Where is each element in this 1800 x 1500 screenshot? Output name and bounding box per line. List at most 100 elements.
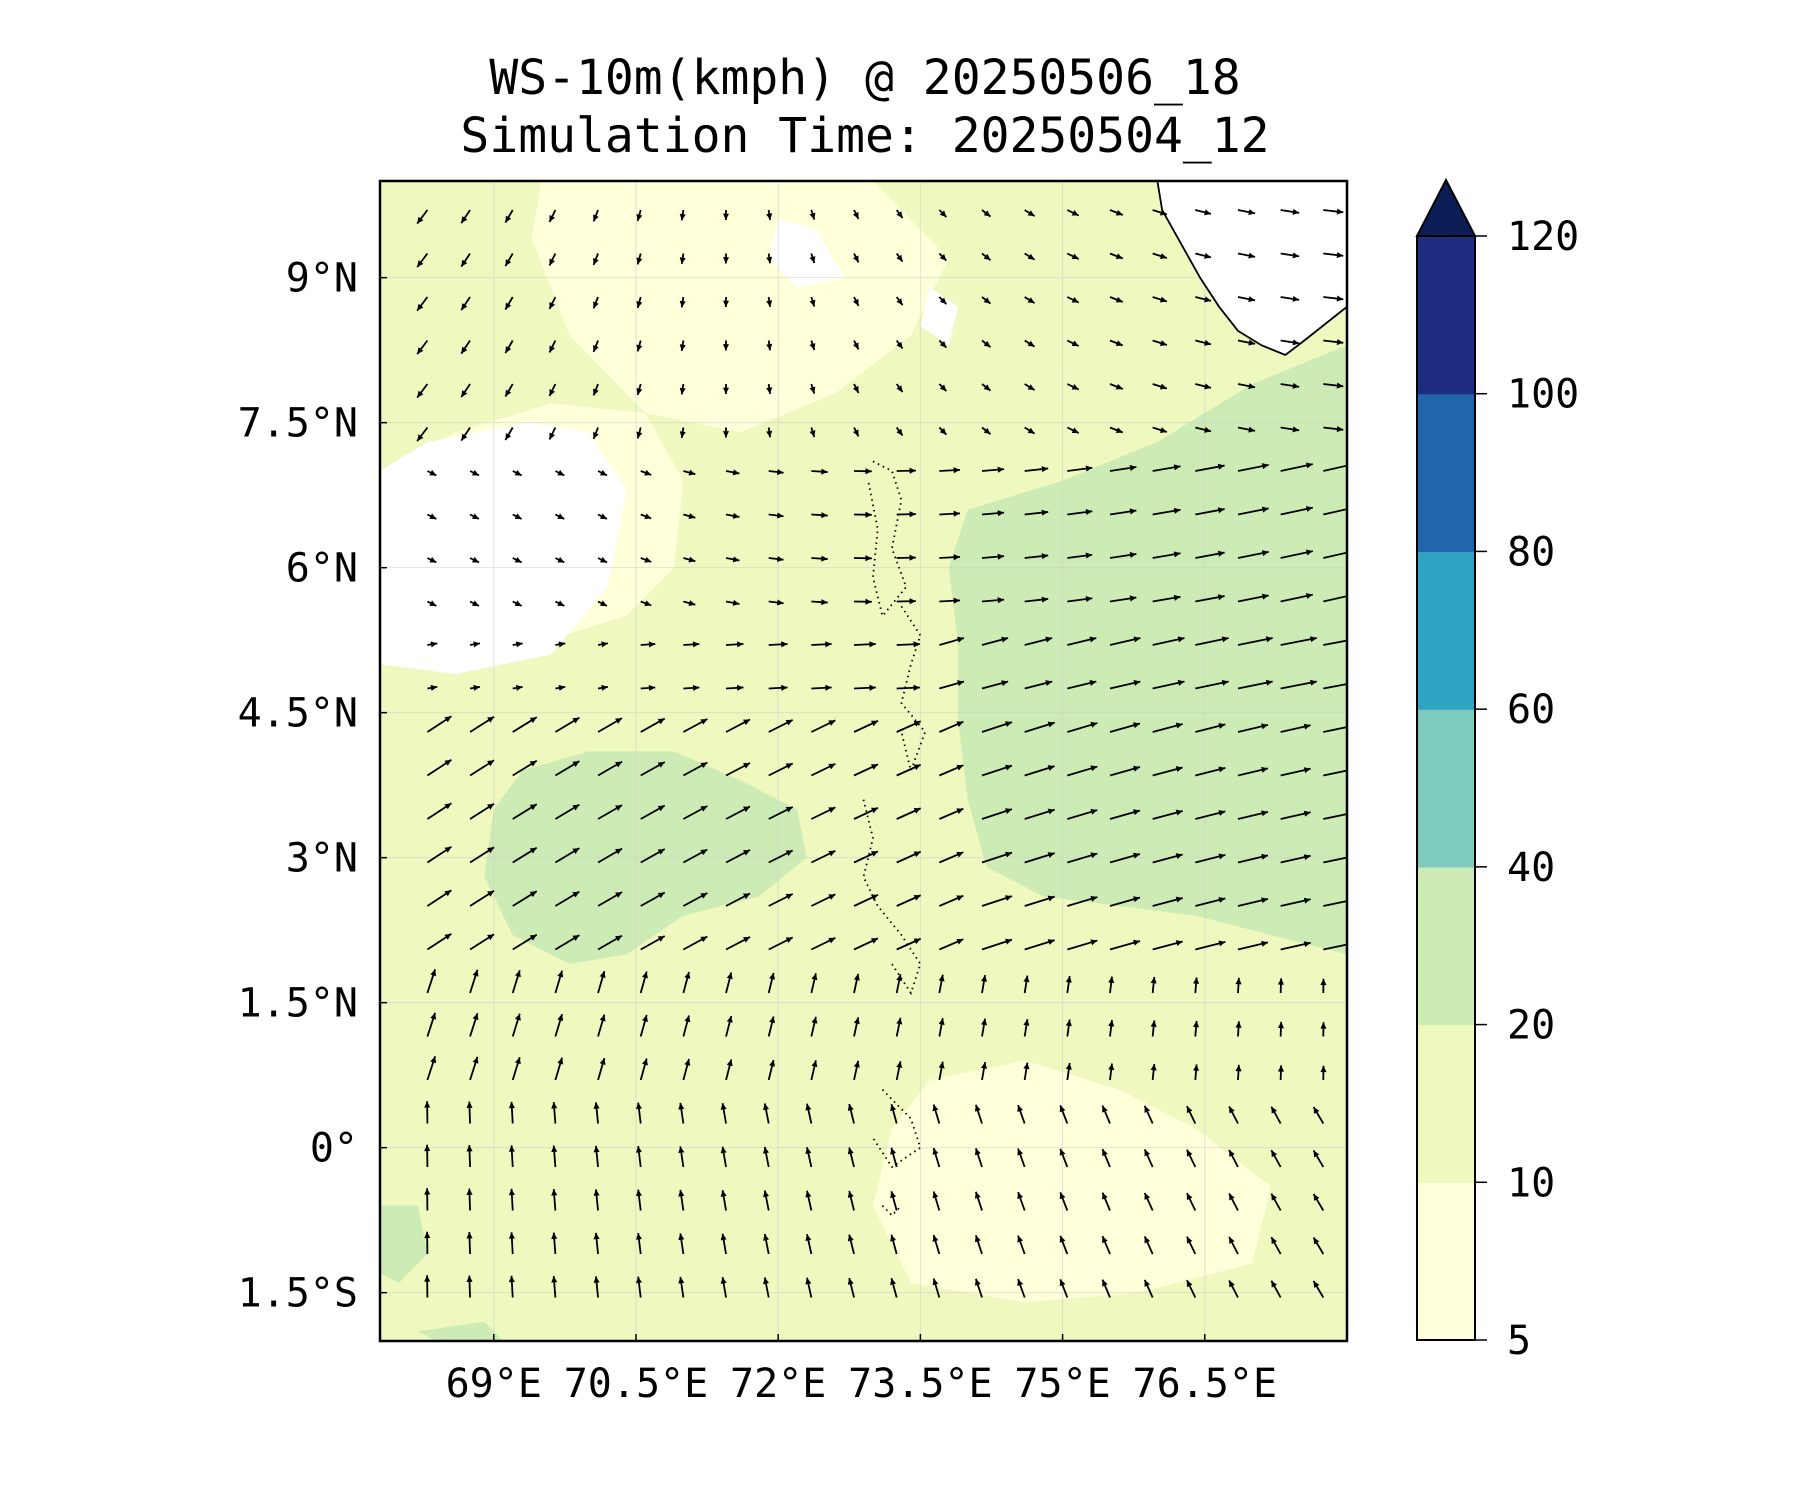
colorbar-segment	[1417, 1024, 1475, 1183]
wind-vector-arrow	[1024, 296, 1036, 304]
wind-vector-arrow	[554, 890, 580, 907]
map-title: WS-10m(kmph) @ 20250506_18	[489, 50, 1241, 106]
wind-vector-arrow	[1237, 209, 1256, 216]
wind-vector-arrow	[682, 935, 708, 951]
wind-vector-arrow	[466, 1232, 473, 1255]
atoll-outline	[900, 605, 927, 774]
wind-vector-arrow	[1312, 1236, 1325, 1255]
wind-vector-arrow	[548, 427, 557, 440]
wind-vector-arrow	[725, 1015, 733, 1037]
wind-vector-arrow	[1152, 896, 1183, 907]
wind-vector-arrow	[1150, 1020, 1157, 1037]
wind-vector-arrow	[679, 296, 686, 308]
wind-vector-arrow	[981, 1018, 988, 1037]
wind-vector-arrow	[896, 850, 922, 864]
wind-vector-arrow	[469, 889, 495, 907]
wind-vector-arrow	[809, 340, 816, 351]
wind-vector-arrow	[1143, 1279, 1154, 1298]
lat-tick-label: 9°N	[286, 256, 358, 302]
wind-vector-arrow	[725, 1059, 733, 1081]
colorbar-tick-label: 10	[1507, 1160, 1555, 1206]
wind-vector-arrow	[1270, 1149, 1282, 1168]
wind-vector-arrow	[1186, 1279, 1197, 1298]
wind-vector-arrow	[853, 937, 879, 951]
wind-vector-arrow	[554, 934, 580, 951]
colorbar-tick-label: 60	[1507, 687, 1555, 733]
wind-vector-arrow	[805, 1277, 813, 1298]
lon-tick-label: 76.5°E	[1133, 1361, 1278, 1407]
wind-vector-arrow	[426, 513, 437, 520]
colorbar-segment	[1417, 1182, 1475, 1341]
wind-vector-arrow	[725, 762, 751, 777]
wind-vector-arrow	[1320, 1022, 1327, 1037]
wind-vector-arrow	[938, 851, 964, 864]
wind-vector-arrow	[768, 684, 788, 691]
wind-vector-arrow	[938, 720, 964, 733]
wind-vector-arrow	[504, 209, 514, 224]
wind-vector-arrow	[766, 209, 773, 221]
wind-vector-arrow	[981, 938, 1013, 951]
wind-vector-arrow	[1280, 941, 1311, 951]
wind-vector-arrow	[1280, 295, 1300, 302]
wind-vector-arrow	[597, 1014, 606, 1037]
wind-vector-arrow	[426, 969, 437, 994]
wind-vector-arrow	[424, 1101, 431, 1124]
wind-vector-arrow	[1143, 1192, 1154, 1211]
wind-vector-arrow	[1067, 895, 1098, 907]
wind-vector-arrow	[1237, 550, 1269, 559]
wind-vector-arrow	[636, 253, 643, 265]
wind-vector-arrow	[597, 469, 608, 477]
wind-vector-arrow	[635, 1276, 642, 1298]
lat-tick-label: 6°N	[286, 546, 358, 592]
wind-vector-arrow	[1323, 639, 1347, 646]
wind-vector-arrow	[805, 1234, 813, 1255]
wind-vector-arrow	[853, 1060, 860, 1081]
wind-vector-arrow	[1237, 723, 1269, 733]
wind-vector-arrow	[725, 512, 740, 519]
wind-vector-arrow	[895, 252, 904, 263]
wind-vector-arrow	[725, 936, 751, 951]
wind-vector-arrow	[847, 1234, 855, 1255]
wind-vector-arrow	[1024, 895, 1055, 907]
wind-vector-arrow	[597, 847, 623, 864]
wind-vector-arrow	[1024, 680, 1053, 690]
wind-vector-arrow	[426, 469, 437, 477]
wind-vector-arrow	[1280, 723, 1311, 733]
wind-vector-arrow	[809, 296, 816, 307]
wind-vector-arrow	[1323, 339, 1344, 346]
wind-vector-arrow	[854, 555, 872, 562]
wind-vector-arrow	[939, 680, 965, 690]
wind-vector-arrow	[768, 893, 794, 907]
wind-vector-arrow	[1323, 426, 1344, 433]
wind-vector-arrow	[1237, 853, 1269, 864]
wind-vector-arrow	[1024, 426, 1036, 435]
wind-vector-arrow	[939, 597, 961, 604]
wind-vector-arrow	[974, 1278, 983, 1298]
wind-vector-arrow	[725, 805, 751, 820]
wind-vector-arrow	[597, 804, 623, 820]
wind-vector-arrow	[1024, 636, 1053, 646]
wind-vector-arrow	[635, 1189, 642, 1211]
wind-vector-arrow	[1195, 507, 1225, 516]
wind-vector-arrow	[636, 427, 643, 439]
wind-vector-arrow	[811, 555, 828, 562]
wind-vector-arrow	[938, 252, 948, 262]
wind-vector-arrow	[508, 1232, 515, 1255]
wind-vector-arrow	[548, 209, 557, 223]
wind-vector-arrow	[597, 934, 623, 951]
wind-vector-arrow	[1152, 339, 1168, 346]
wind-vector-arrow	[682, 892, 708, 907]
coastline	[1156, 181, 1347, 357]
wind-vector-arrow	[593, 1145, 600, 1168]
wind-vector-arrow	[635, 1146, 642, 1168]
wind-speed-region-20-40	[417, 1321, 504, 1341]
lon-tick-label: 75°E	[1014, 1361, 1110, 1407]
wind-vector-arrow	[679, 427, 686, 439]
wind-vector-arrow	[678, 1189, 685, 1211]
wind-vector-arrow	[725, 641, 744, 648]
wind-vector-arrow	[426, 556, 437, 564]
wind-vector-arrow	[981, 636, 1009, 646]
wind-vector-arrow	[512, 641, 523, 648]
wind-vector-arrow	[725, 469, 740, 476]
lon-tick-label: 70.5°E	[564, 1361, 709, 1407]
